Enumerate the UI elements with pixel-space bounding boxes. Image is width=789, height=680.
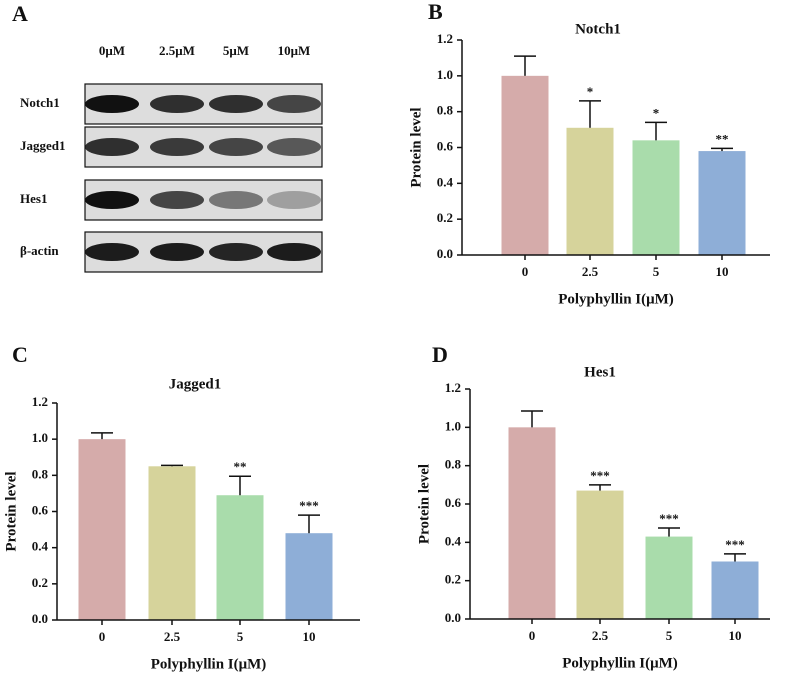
bar — [645, 536, 693, 619]
significance: *** — [590, 468, 610, 483]
lane-label: 2.5μM — [159, 43, 195, 58]
band — [85, 243, 139, 261]
x-tick-label: 5 — [666, 628, 673, 643]
band — [267, 191, 321, 209]
band — [85, 138, 139, 156]
y-tick-label: 0.6 — [32, 502, 49, 517]
lane-label: 10μM — [278, 43, 311, 58]
y-tick-label: 1.2 — [32, 394, 48, 409]
x-tick-label: 0 — [522, 264, 529, 279]
bar — [632, 140, 680, 255]
panel-label: B — [428, 0, 443, 24]
x-tick-label: 5 — [653, 264, 660, 279]
y-tick-label: 1.2 — [437, 31, 453, 46]
y-tick-label: 0.4 — [32, 539, 49, 554]
panel-label: D — [432, 342, 448, 367]
panel-label: A — [12, 1, 28, 26]
x-tick-label: 10 — [716, 264, 729, 279]
band — [150, 243, 204, 261]
significance: * — [587, 84, 594, 99]
bar — [508, 427, 556, 619]
chart-title: Jagged1 — [169, 376, 222, 392]
row-label: Jagged1 — [20, 138, 66, 153]
band — [85, 95, 139, 113]
y-axis-label: Protein level — [408, 107, 424, 187]
row-label: Hes1 — [20, 191, 47, 206]
y-tick-label: 1.0 — [445, 418, 461, 433]
band — [209, 138, 263, 156]
x-axis-label: Polyphyllin I(μM) — [562, 655, 678, 671]
x-axis-label: Polyphyllin I(μM) — [151, 656, 267, 672]
y-tick-label: 0.4 — [437, 174, 454, 189]
y-tick-label: 0.8 — [437, 103, 454, 118]
significance: *** — [725, 537, 745, 552]
y-tick-label: 0.0 — [32, 611, 48, 626]
x-tick-label: 0 — [99, 629, 106, 644]
band — [150, 138, 204, 156]
bar — [698, 151, 746, 255]
y-tick-label: 0.2 — [437, 210, 453, 225]
y-tick-label: 0.0 — [445, 610, 461, 625]
significance: * — [653, 105, 660, 120]
bar — [78, 439, 126, 620]
significance: *** — [659, 511, 679, 526]
y-tick-label: 1.0 — [32, 430, 48, 445]
x-axis-label: Polyphyllin I(μM) — [558, 291, 674, 307]
x-tick-label: 10 — [303, 629, 316, 644]
band — [209, 95, 263, 113]
y-tick-label: 0.0 — [437, 246, 453, 261]
band — [209, 191, 263, 209]
y-tick-label: 0.6 — [437, 138, 454, 153]
significance: ** — [234, 459, 247, 474]
x-tick-label: 10 — [729, 628, 742, 643]
band — [150, 191, 204, 209]
x-tick-label: 2.5 — [592, 628, 609, 643]
y-tick-label: 0.2 — [32, 575, 48, 590]
x-tick-label: 2.5 — [582, 264, 599, 279]
x-tick-label: 0 — [529, 628, 536, 643]
lane-label: 0μM — [99, 43, 125, 58]
band — [85, 191, 139, 209]
band — [267, 138, 321, 156]
chart-title: Notch1 — [575, 21, 621, 37]
y-tick-label: 0.2 — [445, 572, 461, 587]
y-axis-label: Protein level — [3, 471, 19, 551]
y-tick-label: 1.2 — [445, 380, 461, 395]
band — [150, 95, 204, 113]
x-tick-label: 5 — [237, 629, 244, 644]
band — [267, 95, 321, 113]
bar — [711, 561, 759, 619]
row-label: β-actin — [20, 243, 59, 258]
lane-label: 5μM — [223, 43, 249, 58]
band — [209, 243, 263, 261]
bar — [148, 466, 196, 620]
y-tick-label: 0.4 — [445, 533, 462, 548]
y-tick-label: 0.8 — [445, 457, 462, 472]
bar — [576, 490, 624, 619]
band — [267, 243, 321, 261]
y-tick-label: 0.8 — [32, 466, 49, 481]
x-tick-label: 2.5 — [164, 629, 181, 644]
chart-title: Hes1 — [584, 364, 616, 380]
y-tick-label: 1.0 — [437, 67, 453, 82]
significance: ** — [716, 131, 729, 146]
bar — [216, 495, 264, 620]
bar — [501, 75, 549, 255]
y-axis-label: Protein level — [416, 464, 432, 544]
row-label: Notch1 — [20, 95, 60, 110]
bar — [285, 533, 333, 620]
y-tick-label: 0.6 — [445, 495, 462, 510]
bar — [566, 127, 614, 255]
panel-label: C — [12, 342, 28, 367]
significance: *** — [299, 498, 319, 513]
